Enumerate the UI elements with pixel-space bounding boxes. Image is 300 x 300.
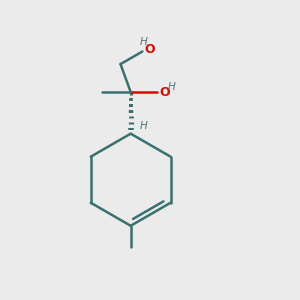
Text: H: H	[140, 121, 147, 131]
Text: O: O	[160, 85, 170, 98]
Text: O: O	[144, 44, 154, 56]
Text: H: H	[168, 82, 176, 92]
Text: H: H	[140, 37, 148, 47]
